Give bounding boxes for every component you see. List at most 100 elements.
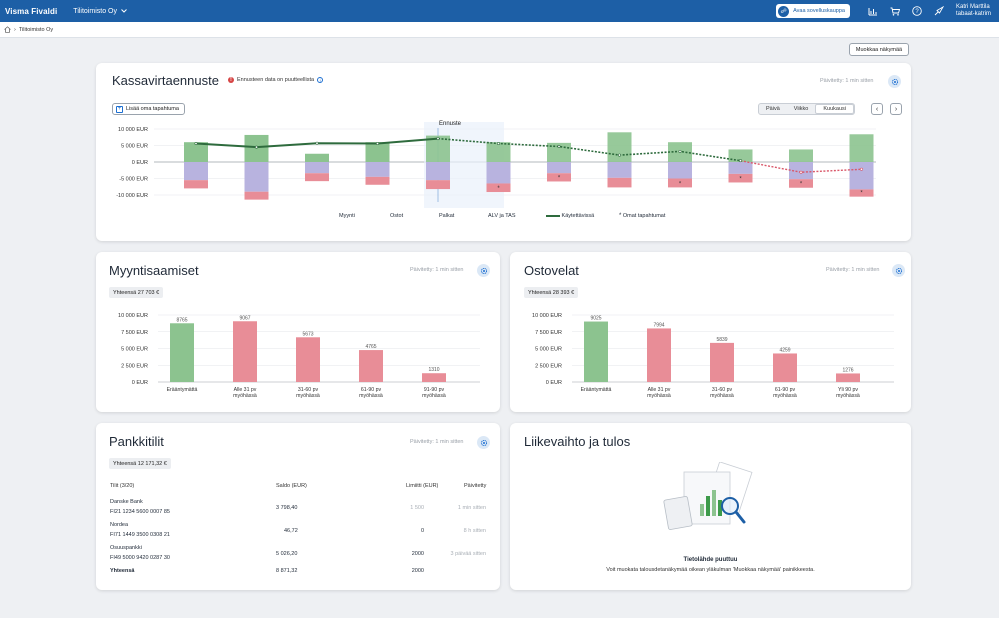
available-line-negative bbox=[740, 160, 862, 173]
purchases-bar bbox=[486, 162, 511, 184]
legend-available[interactable]: Käytettävissä bbox=[546, 213, 594, 219]
brand-logo[interactable]: Visma Fivaldi bbox=[5, 6, 58, 16]
chevron-down-icon bbox=[121, 9, 127, 13]
bank-accounts-card bbox=[96, 423, 500, 590]
reports-icon[interactable] bbox=[862, 0, 884, 22]
tab-day[interactable]: Päivä bbox=[766, 106, 780, 112]
next-period-button[interactable]: › bbox=[890, 103, 902, 115]
legend-purchases[interactable]: Ostot bbox=[390, 213, 404, 219]
x-category-label: Alle 31 pv bbox=[648, 387, 671, 393]
info-icon[interactable]: i bbox=[317, 77, 324, 83]
purchases-bar bbox=[305, 162, 329, 174]
legend-salaries[interactable]: Palkat bbox=[439, 213, 455, 219]
legend-vat[interactable]: ALV ja TAS bbox=[488, 213, 516, 219]
salaries-bar bbox=[184, 180, 208, 189]
salaries-bar bbox=[668, 178, 692, 188]
x-category-label: Erääntymättä bbox=[167, 387, 198, 393]
salaries-bar bbox=[305, 173, 329, 182]
salaries-bar bbox=[789, 179, 813, 188]
bank-accounts-title: Pankkitilit bbox=[109, 434, 164, 449]
illustration-bar bbox=[706, 496, 710, 516]
sales-bar bbox=[305, 153, 329, 162]
gear-icon bbox=[480, 439, 487, 446]
receivables-settings-button[interactable] bbox=[477, 264, 490, 277]
header-limit[interactable]: Limiitti (EUR) bbox=[406, 483, 439, 489]
table-row[interactable]: Danske Bank FI21 1234 5600 0007 85 3 798… bbox=[110, 499, 490, 522]
bar-value-label: 1276 bbox=[842, 367, 853, 373]
add-own-event-label: Lisää oma tapahtuma bbox=[126, 106, 179, 112]
table-row[interactable]: Nordea FI71 1449 3500 0308 21 46,72 0 8 … bbox=[110, 522, 490, 545]
company-selector[interactable]: Tilitoimisto Oy bbox=[73, 8, 127, 15]
x-category-label: myöhässä bbox=[773, 393, 797, 399]
customize-view-button[interactable]: Muokkaa näkymää bbox=[849, 43, 909, 56]
help-icon[interactable]: ? bbox=[906, 0, 928, 22]
x-category-label: myöhässä bbox=[296, 393, 320, 399]
payables-settings-button[interactable] bbox=[892, 264, 905, 277]
forecast-label: Ennuste bbox=[439, 121, 462, 127]
empty-state-title: Tietolähde puuttuu bbox=[683, 557, 738, 563]
bank-name: Danske Bank bbox=[110, 499, 143, 505]
legend-star: * bbox=[619, 213, 622, 219]
bank-limit: 2000 bbox=[411, 551, 424, 557]
tab-week[interactable]: Viikko bbox=[793, 106, 809, 112]
add-own-event-button[interactable]: + Lisää oma tapahtuma bbox=[112, 103, 185, 115]
y-tick-label: -5 000 EUR bbox=[119, 177, 148, 183]
warning-text: Ennusteen data on puutteellista bbox=[237, 77, 315, 83]
user-menu[interactable]: Katri Marttila tabaat-katrim bbox=[956, 4, 991, 18]
bar bbox=[647, 328, 671, 382]
notifications-rocket-icon[interactable] bbox=[928, 0, 950, 22]
store-icon: ☍ bbox=[778, 5, 790, 17]
legend-sales[interactable]: Myynti bbox=[339, 213, 355, 219]
bar bbox=[170, 323, 194, 382]
cashflow-settings-button[interactable] bbox=[888, 75, 901, 88]
purchases-bar bbox=[547, 162, 571, 174]
own-event-marker: * bbox=[800, 182, 803, 188]
company-selector-label: Tilitoimisto Oy bbox=[73, 7, 117, 15]
x-category-label: Alle 31 pv bbox=[234, 387, 257, 393]
purchases-bar bbox=[668, 162, 692, 179]
data-warning: ! Ennusteen data on puutteellista i bbox=[228, 77, 324, 83]
y-tick-label: 2 500 EUR bbox=[121, 363, 148, 369]
bank-settings-button[interactable] bbox=[477, 436, 490, 449]
available-point bbox=[194, 142, 198, 146]
purchases-bar bbox=[849, 162, 874, 190]
breadcrumb-item[interactable]: Tilitoimisto Oy bbox=[18, 26, 54, 33]
available-point bbox=[617, 153, 621, 157]
cart-icon[interactable] bbox=[884, 0, 906, 22]
table-row[interactable]: Osuuspankki FI49 5000 9420 0287 30 5 026… bbox=[110, 545, 490, 568]
purchases-bar bbox=[244, 162, 269, 192]
open-app-store-button[interactable]: ☍ Avaa sovelluskauppa bbox=[776, 4, 850, 18]
header-accounts[interactable]: Tilit (3/20) bbox=[110, 483, 135, 489]
home-icon[interactable] bbox=[4, 26, 11, 33]
purchases-bar bbox=[426, 162, 450, 181]
bank-iban: FI71 1449 3500 0308 21 bbox=[110, 532, 170, 538]
cashflow-chart: 10 000 EUR 5 000 EUR 0 EUR -5 000 EUR -10 00… bbox=[116, 121, 876, 208]
bar-value-label: 7994 bbox=[653, 322, 664, 328]
x-category-label: 61-90 pv bbox=[775, 387, 796, 393]
legend-own-events[interactable]: * Omat tapahtumat bbox=[619, 213, 666, 219]
y-tick-label: 2 500 EUR bbox=[535, 363, 562, 369]
purchases-bar bbox=[789, 162, 813, 180]
y-tick-label: 7 500 EUR bbox=[535, 330, 562, 336]
y-tick-label: 0 EUR bbox=[132, 380, 148, 386]
tab-month[interactable]: Kuukausi bbox=[815, 104, 854, 114]
header-updated[interactable]: Päivitetty bbox=[464, 483, 487, 489]
sales-bar bbox=[184, 142, 208, 162]
bar-value-label: 9025 bbox=[590, 316, 601, 322]
x-category-label: myöhässä bbox=[233, 393, 257, 399]
available-point bbox=[799, 170, 803, 174]
bank-iban: FI21 1234 5600 0007 85 bbox=[110, 509, 170, 515]
receivables-title: Myyntisaamiset bbox=[109, 263, 199, 278]
empty-state-illustration bbox=[663, 462, 753, 530]
y-tick-label: 0 EUR bbox=[132, 160, 148, 166]
header-balance[interactable]: Saldo (EUR) bbox=[276, 483, 307, 489]
salaries-bar bbox=[728, 173, 753, 183]
sales-bar bbox=[849, 134, 874, 162]
illustration-bar bbox=[712, 490, 716, 516]
y-tick-label: -10 000 EUR bbox=[116, 193, 148, 199]
bank-accounts-table: Tilit (3/20) Saldo (EUR) Limiitti (EUR) … bbox=[110, 480, 490, 591]
previous-period-button[interactable]: ‹ bbox=[871, 103, 883, 115]
available-point bbox=[496, 142, 500, 146]
user-company: tabaat-katrim bbox=[955, 11, 991, 17]
available-point bbox=[255, 145, 259, 149]
